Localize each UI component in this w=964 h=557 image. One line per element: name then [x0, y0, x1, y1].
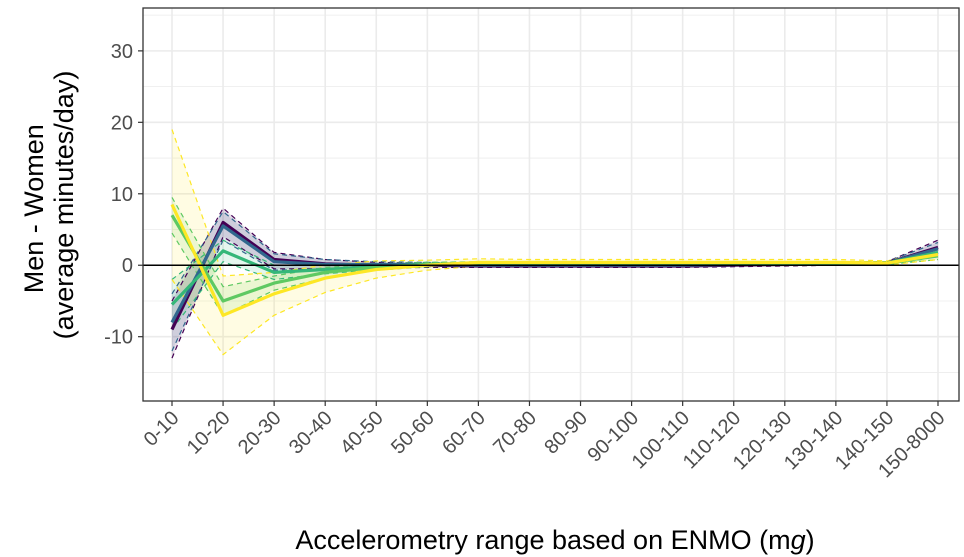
x-tick-label: 30-40 [285, 407, 337, 459]
confidence-band-5 [172, 129, 938, 355]
y-axis-title: Men - Women (average minutes/day) [19, 71, 79, 340]
x-axis-title-prefix: Accelerometry range based on ENMO (m [295, 525, 790, 555]
x-tick-label: 70-80 [489, 407, 541, 459]
y-tick-label: 0 [122, 255, 133, 277]
x-axis-title-suffix: ) [806, 525, 815, 555]
x-tick-label: 10-20 [183, 407, 235, 459]
x-axis-ticks: 0-10 10-20 20-30 30-40 40-50 50-60 60-70 70-80 8… [140, 401, 950, 482]
grid-lines [143, 8, 959, 401]
x-tick-label: 20-30 [234, 407, 286, 459]
plot-panel-background [143, 8, 959, 401]
y-tick-label: 10 [111, 184, 133, 206]
x-axis-title-italic-unit: g [791, 525, 806, 555]
x-tick-label: 50-60 [387, 407, 439, 459]
x-tick-label: 0-10 [140, 407, 184, 451]
x-tick-label: 60-70 [438, 407, 490, 459]
y-tick-label: 30 [111, 41, 133, 63]
upper-ci-line-1 [171, 207, 939, 302]
x-axis-title: Accelerometry range based on ENMO (mg) [295, 525, 814, 555]
series-line-5 [170, 203, 939, 317]
x-tick-label: 40-50 [336, 407, 388, 459]
y-tick-label: -10 [104, 327, 133, 349]
y-tick-label: 20 [111, 112, 133, 134]
plot-panel-border [142, 7, 960, 402]
y-axis-title-line-2: (average minutes/day) [49, 71, 79, 340]
upper-ci-line-5 [171, 129, 939, 277]
y-axis-ticks: -10 0 10 20 30 [104, 41, 143, 349]
y-axis-title-line-1: Men - Women [19, 124, 49, 293]
